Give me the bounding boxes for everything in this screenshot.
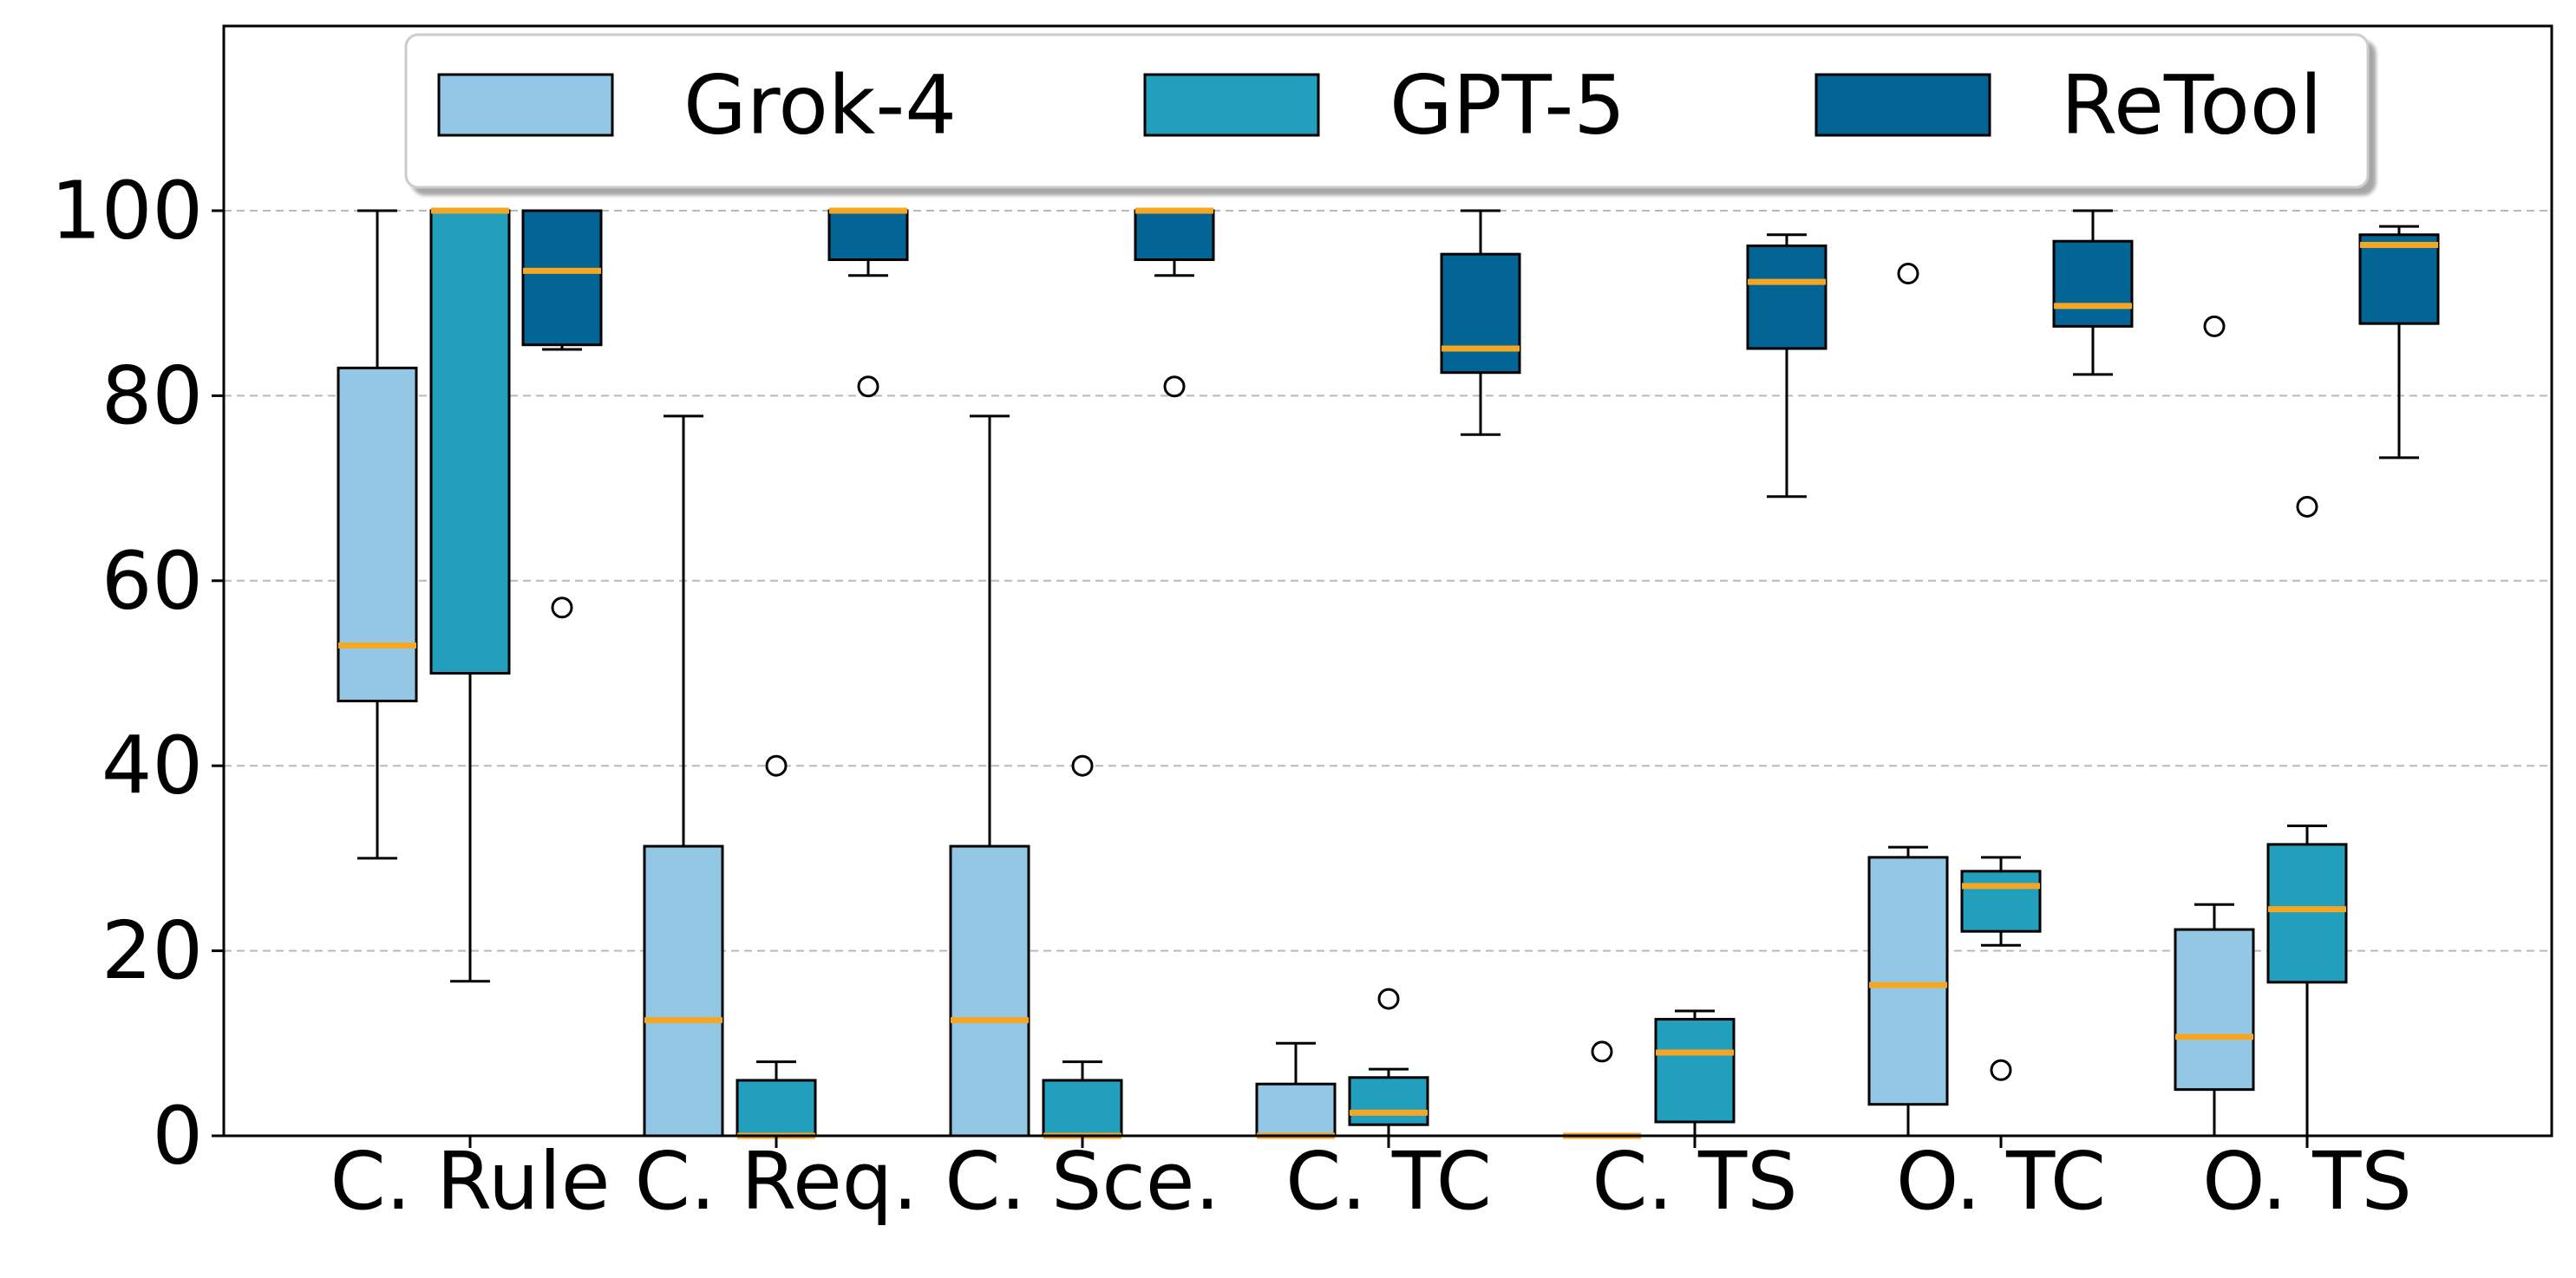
box-1-5 — [1563, 1042, 1641, 1136]
box-1-7 — [2175, 316, 2253, 1136]
box-body — [1748, 246, 1826, 349]
box-2-7 — [2268, 497, 2346, 1136]
x-tick-label: O. TC — [1896, 1135, 2106, 1228]
box-2-3 — [1043, 756, 1121, 1136]
legend: Grok-4 GPT-5 ReTool — [406, 35, 2368, 187]
y-tick-label: 60 — [101, 534, 203, 627]
outlier-point — [2205, 316, 2224, 336]
plot-area — [338, 211, 2438, 1136]
box-body — [1962, 871, 2040, 931]
box-body — [1656, 1020, 1734, 1122]
box-2-1 — [431, 211, 509, 981]
y-tick-label: 100 — [50, 165, 203, 258]
box-body — [523, 211, 601, 345]
box-2-5 — [1656, 1011, 1734, 1136]
x-tick-label: C. TS — [1592, 1135, 1797, 1228]
box-3-2 — [829, 211, 907, 396]
box-3-3 — [1135, 211, 1213, 396]
box-body — [1257, 1084, 1335, 1136]
x-tick-label: O. TS — [2202, 1135, 2412, 1228]
box-1-1 — [338, 211, 416, 858]
box-3-5 — [1748, 235, 1826, 497]
box-2-4 — [1350, 989, 1428, 1136]
legend-label: ReTool — [2061, 59, 2323, 153]
outlier-point — [1379, 989, 1398, 1008]
box-body — [431, 211, 509, 674]
box-body — [1043, 1080, 1121, 1136]
box-body — [2360, 235, 2438, 323]
outlier-point — [1991, 1060, 2010, 1079]
x-tick-label: C. Req. — [635, 1135, 919, 1228]
x-tick-label: C. Rule — [330, 1135, 611, 1228]
y-tick-label: 80 — [101, 349, 203, 442]
outlier-point — [2298, 497, 2317, 516]
box-body — [737, 1080, 815, 1136]
box-1-2 — [644, 416, 722, 1136]
box-body — [644, 846, 722, 1136]
box-body — [2054, 241, 2132, 326]
box-1-6 — [1869, 264, 1947, 1136]
series-grok-4 — [338, 211, 2253, 1136]
box-body — [829, 211, 907, 260]
outlier-point — [1592, 1042, 1612, 1061]
box-3-7 — [2360, 226, 2438, 458]
box-3-4 — [1442, 211, 1520, 434]
box-3-6 — [2054, 211, 2132, 375]
box-body — [951, 846, 1029, 1136]
legend-swatch — [439, 75, 612, 135]
outlier-point — [1899, 264, 1918, 284]
outlier-point — [767, 756, 786, 775]
box-2-6 — [1962, 857, 2040, 1079]
legend-label: Grok-4 — [683, 59, 957, 153]
box-2-2 — [737, 756, 815, 1136]
box-body — [2268, 844, 2346, 982]
box-body — [1869, 857, 1947, 1105]
box-body — [338, 368, 416, 701]
y-tick-label: 40 — [101, 720, 203, 812]
y-tick-label: 20 — [101, 904, 203, 997]
box-body — [1135, 211, 1213, 260]
legend-swatch — [1816, 75, 1990, 135]
outlier-point — [552, 598, 572, 617]
y-tick-label: 0 — [152, 1090, 203, 1183]
outlier-point — [1073, 756, 1092, 775]
series-retool — [523, 211, 2438, 617]
box-body — [1442, 254, 1520, 373]
x-tick-label: C. Sce. — [945, 1135, 1220, 1228]
outlier-point — [1165, 377, 1184, 396]
box-3-1 — [523, 211, 601, 617]
x-tick-label: C. TC — [1285, 1135, 1492, 1228]
box-body — [2175, 929, 2253, 1090]
box-body — [1350, 1078, 1428, 1125]
box-1-4 — [1257, 1043, 1335, 1136]
legend-swatch — [1145, 75, 1318, 135]
outlier-point — [859, 377, 878, 396]
box-1-3 — [951, 416, 1029, 1136]
legend-label: GPT-5 — [1389, 59, 1625, 153]
